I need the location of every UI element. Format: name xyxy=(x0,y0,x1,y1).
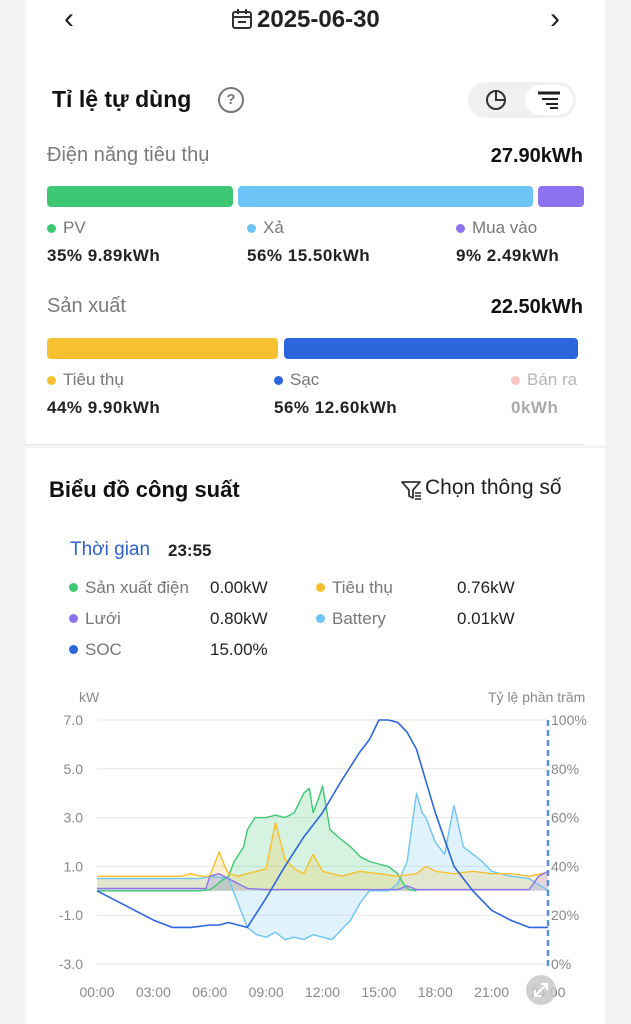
series-area-Tiêu thụ xyxy=(97,822,548,891)
x-tick-label: 03:00 xyxy=(136,984,171,1000)
choose-params-label: Chọn thông số xyxy=(425,476,562,499)
consumption-label: Điện năng tiêu thụ xyxy=(47,144,210,166)
legend-charge: Sạc xyxy=(290,370,320,389)
series-line-Sản xuất điện xyxy=(97,785,417,892)
y2-tick-label: 40% xyxy=(551,858,579,874)
reading-pv-label: Sản xuất điện xyxy=(85,578,189,597)
reading-grid-value: 0.80kW xyxy=(210,609,268,628)
consumption-total: 27.90kWh xyxy=(490,145,583,167)
legend-consume: Tiêu thụ xyxy=(63,370,124,389)
production-consume-bar xyxy=(47,338,278,359)
series-area-Battery xyxy=(97,793,548,940)
stacked-bar-icon xyxy=(538,91,560,109)
legend-sell: Bán ra xyxy=(527,370,578,389)
reading-pv-value: 0.00kW xyxy=(210,578,268,597)
production-total: 22.50kWh xyxy=(490,296,583,318)
y2-tick-label: 60% xyxy=(551,810,579,826)
reading-grid-dot xyxy=(69,614,78,623)
consume-dot xyxy=(47,376,56,385)
reading-battery-value: 0.01kW xyxy=(457,609,515,628)
reading-pv-dot xyxy=(69,583,78,592)
reading-battery-label: Battery xyxy=(332,609,386,628)
self-use-title: Tỉ lệ tự dùng xyxy=(52,86,192,112)
x-tick-label: 21:00 xyxy=(474,984,509,1000)
discharge-dot xyxy=(247,224,256,233)
x-tick-label: 15:00 xyxy=(361,984,396,1000)
value-sell: 0kWh xyxy=(511,398,559,417)
reading-battery-dot xyxy=(316,614,325,623)
prev-day-button[interactable]: ‹ xyxy=(64,2,74,35)
bar-view-button[interactable] xyxy=(525,85,573,115)
reading-load-value: 0.76kW xyxy=(457,578,515,597)
series-line-Tiêu thụ xyxy=(97,821,549,877)
y2-tick-label: 80% xyxy=(551,761,579,777)
help-icon[interactable]: ? xyxy=(218,87,244,113)
reading-soc-value: 15.00% xyxy=(210,640,268,659)
x-tick-label: 18:00 xyxy=(418,984,453,1000)
value-discharge: 56% 15.50kWh xyxy=(247,246,371,265)
date-label[interactable]: 2025-06-30 xyxy=(257,6,380,33)
production-charge-bar xyxy=(284,338,578,359)
x-tick-label: 00:00 xyxy=(79,984,114,1000)
series-area-Lưới xyxy=(97,871,548,891)
y-axis-label: kW xyxy=(79,689,100,705)
consumption-discharge-bar xyxy=(238,186,533,207)
power-chart-card: Biểu đồ công suất Chọn thông số Thời gia… xyxy=(26,448,605,1024)
series-line-SOC xyxy=(96,719,548,929)
time-label: Thời gian xyxy=(70,539,151,560)
self-use-card: ‹ 2025-06-30 › Tỉ lệ tự dùng ? xyxy=(26,0,605,445)
reading-grid-label: Lưới xyxy=(85,609,121,628)
filter-icon xyxy=(401,481,421,500)
calendar-icon[interactable] xyxy=(231,8,253,35)
series-line-Battery xyxy=(97,792,549,941)
y-tick-label: 3.0 xyxy=(64,810,84,826)
charge-dot xyxy=(274,376,283,385)
time-value: 23:55 xyxy=(168,541,212,560)
y2-axis-label: Tỷ lệ phần trăm xyxy=(488,689,585,705)
series-line-Lưới xyxy=(97,870,549,891)
reading-soc-dot xyxy=(69,645,78,654)
reading-load-label: Tiêu thụ xyxy=(332,578,393,597)
y-tick-label: -3.0 xyxy=(59,956,83,972)
series-area-Sản xuất điện xyxy=(97,785,417,891)
legend-pv: PV xyxy=(63,218,86,237)
pie-chart-icon xyxy=(486,90,506,110)
value-pv: 35% 9.89kWh xyxy=(47,246,161,265)
y-tick-label: 1.0 xyxy=(64,858,84,874)
y-tick-label: -1.0 xyxy=(59,907,83,923)
pie-view-button[interactable] xyxy=(472,85,520,115)
legend-discharge: Xả xyxy=(263,218,284,237)
legend-buy: Mua vào xyxy=(472,218,538,237)
next-day-button[interactable]: › xyxy=(550,2,560,35)
buy-dot xyxy=(456,224,465,233)
x-tick-label: 12:00 xyxy=(305,984,340,1000)
sell-dot xyxy=(511,376,520,385)
pv-dot xyxy=(47,224,56,233)
y2-tick-label: 0% xyxy=(551,956,571,972)
consumption-pv-bar xyxy=(47,186,233,207)
power-chart-title: Biểu đồ công suất xyxy=(49,477,240,502)
y2-tick-label: 20% xyxy=(551,907,579,923)
value-consume: 44% 9.90kWh xyxy=(47,398,161,417)
y-tick-label: 7.0 xyxy=(64,712,84,728)
production-label: Sản xuất xyxy=(47,295,126,317)
y2-tick-label: 100% xyxy=(551,712,587,728)
reading-soc-label: SOC xyxy=(85,640,122,659)
x-tick-label: 06:00 xyxy=(192,984,227,1000)
reading-load-dot xyxy=(316,583,325,592)
view-toggle[interactable] xyxy=(468,82,576,118)
x-tick-label: 09:00 xyxy=(249,984,284,1000)
value-charge: 56% 12.60kWh xyxy=(274,398,398,417)
section-divider xyxy=(26,444,584,445)
value-buy: 9% 2.49kWh xyxy=(456,246,560,265)
y-tick-label: 5.0 xyxy=(64,761,84,777)
consumption-buy-bar xyxy=(538,186,584,207)
expand-icon[interactable] xyxy=(534,983,548,997)
